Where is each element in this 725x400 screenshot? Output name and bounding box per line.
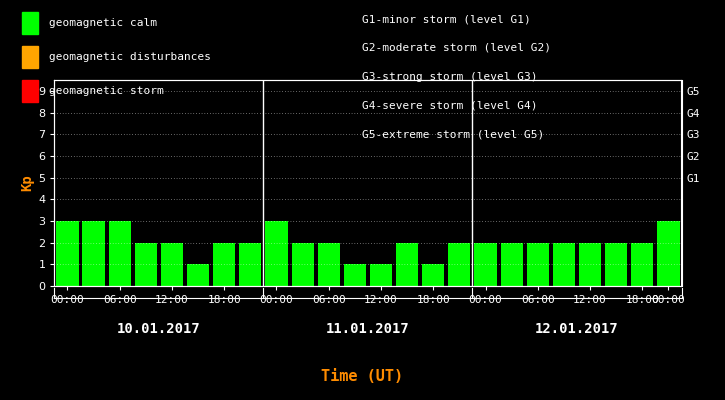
Bar bbox=[396, 243, 418, 286]
Y-axis label: Kp: Kp bbox=[20, 175, 34, 191]
Bar bbox=[658, 221, 679, 286]
Bar bbox=[265, 221, 288, 286]
Text: geomagnetic calm: geomagnetic calm bbox=[49, 18, 157, 28]
Bar bbox=[579, 243, 601, 286]
Bar bbox=[605, 243, 627, 286]
Bar bbox=[187, 264, 210, 286]
Text: geomagnetic storm: geomagnetic storm bbox=[49, 86, 163, 96]
Bar bbox=[109, 221, 130, 286]
Bar bbox=[500, 243, 523, 286]
Bar bbox=[344, 264, 366, 286]
Text: Time (UT): Time (UT) bbox=[321, 369, 404, 384]
Bar bbox=[370, 264, 392, 286]
Text: 12.01.2017: 12.01.2017 bbox=[535, 322, 619, 336]
Bar bbox=[552, 243, 575, 286]
Bar bbox=[631, 243, 653, 286]
Bar bbox=[422, 264, 444, 286]
Text: 10.01.2017: 10.01.2017 bbox=[117, 322, 201, 336]
Text: G5-extreme storm (level G5): G5-extreme storm (level G5) bbox=[362, 129, 544, 139]
Bar bbox=[474, 243, 497, 286]
Text: G4-severe storm (level G4): G4-severe storm (level G4) bbox=[362, 100, 538, 110]
Bar bbox=[448, 243, 471, 286]
Text: 11.01.2017: 11.01.2017 bbox=[326, 322, 410, 336]
Text: geomagnetic disturbances: geomagnetic disturbances bbox=[49, 52, 210, 62]
Bar bbox=[526, 243, 549, 286]
Bar bbox=[161, 243, 183, 286]
Bar bbox=[83, 221, 104, 286]
Bar bbox=[239, 243, 262, 286]
Text: G3-strong storm (level G3): G3-strong storm (level G3) bbox=[362, 72, 538, 82]
Bar bbox=[57, 221, 78, 286]
Text: G1-minor storm (level G1): G1-minor storm (level G1) bbox=[362, 14, 531, 24]
Bar bbox=[291, 243, 314, 286]
Bar bbox=[318, 243, 340, 286]
Text: G2-moderate storm (level G2): G2-moderate storm (level G2) bbox=[362, 43, 552, 53]
Bar bbox=[213, 243, 236, 286]
Bar bbox=[135, 243, 157, 286]
